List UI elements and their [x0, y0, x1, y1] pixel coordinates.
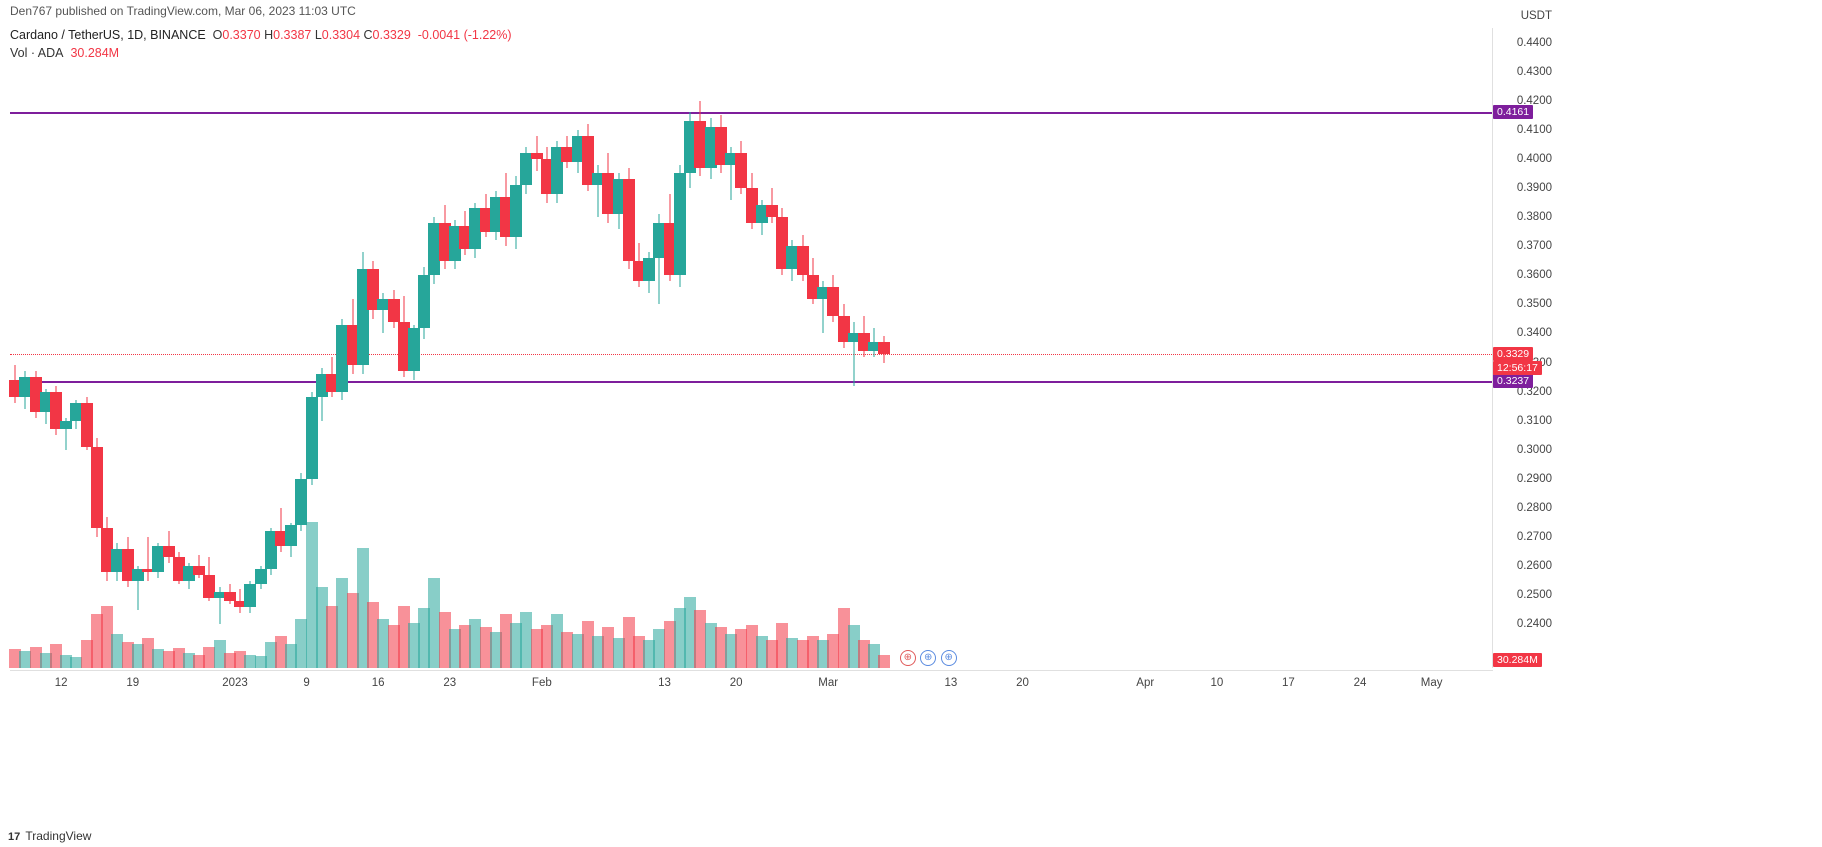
y-tick: 0.2700	[1517, 531, 1552, 543]
y-tick: 0.2500	[1517, 589, 1552, 601]
y-tick: 0.4300	[1517, 66, 1552, 78]
price-tag: 0.3329	[1493, 347, 1533, 361]
x-tick: 20	[730, 677, 743, 689]
event-icon[interactable]: ⊕	[920, 650, 936, 666]
tradingview-logo-icon: 17	[8, 831, 20, 843]
y-tick: 0.3700	[1517, 240, 1552, 252]
volume-bar	[878, 655, 890, 668]
horizontal-line[interactable]	[10, 381, 1492, 383]
x-tick: 24	[1354, 677, 1367, 689]
pub-date: Mar 06, 2023 11:03 UTC	[225, 4, 356, 18]
footer-text: TradingView	[25, 829, 91, 843]
site: TradingView.com	[127, 4, 218, 18]
y-tick: 0.2600	[1517, 560, 1552, 572]
pub-text: published on	[55, 4, 123, 18]
horizontal-line[interactable]	[10, 112, 1492, 114]
footer: 17 TradingView	[8, 829, 91, 843]
y-axis[interactable]: USDT 0.44000.43000.42000.41000.40000.390…	[1493, 28, 1558, 668]
y-tick: 0.3000	[1517, 444, 1552, 456]
volume-tag: 30.284M	[1493, 653, 1542, 667]
y-tick: 0.4100	[1517, 124, 1552, 136]
event-icon[interactable]: ⊕	[900, 650, 916, 666]
y-tick: 0.3500	[1517, 298, 1552, 310]
x-tick: May	[1421, 677, 1443, 689]
x-tick: 12	[55, 677, 68, 689]
y-tick: 0.2400	[1517, 618, 1552, 630]
x-tick: 10	[1210, 677, 1223, 689]
publisher: Den767	[10, 4, 52, 18]
x-tick: Apr	[1136, 677, 1154, 689]
x-tick: 13	[945, 677, 958, 689]
event-icon[interactable]: ⊕	[941, 650, 957, 666]
x-tick: 2023	[222, 677, 248, 689]
x-axis[interactable]: 12 19 2023 9 16 23 Feb 13 20 Mar 13 20 Apr 10 17 24 May	[10, 670, 1493, 698]
x-tick: 16	[372, 677, 385, 689]
chart-wrap: ⊕⊕⊕ 1219202391623Feb1320Mar1320Apr101724…	[0, 28, 1493, 698]
y-unit: USDT	[1521, 10, 1552, 22]
price-tag: 12:56:17	[1493, 361, 1542, 375]
y-tick: 0.3600	[1517, 269, 1552, 281]
y-tick: 0.2800	[1517, 502, 1552, 514]
x-tick: 19	[126, 677, 139, 689]
y-tick: 0.3900	[1517, 182, 1552, 194]
y-tick: 0.3100	[1517, 415, 1552, 427]
hline-price-tag: 0.3237	[1493, 374, 1533, 388]
x-tick: 23	[443, 677, 456, 689]
x-tick: 9	[303, 677, 309, 689]
x-tick: 17	[1282, 677, 1295, 689]
chart-area[interactable]: ⊕⊕⊕	[10, 28, 1493, 668]
y-tick: 0.4400	[1517, 37, 1552, 49]
y-tick: 0.2900	[1517, 473, 1552, 485]
y-tick: 0.3400	[1517, 327, 1552, 339]
current-price-line	[10, 354, 1492, 355]
y-tick: 0.4000	[1517, 153, 1552, 165]
hline-price-tag: 0.4161	[1493, 105, 1533, 119]
x-tick: Mar	[818, 677, 838, 689]
x-tick: 20	[1016, 677, 1029, 689]
x-tick: Feb	[532, 677, 552, 689]
y-tick: 0.3800	[1517, 211, 1552, 223]
x-tick: 13	[658, 677, 671, 689]
